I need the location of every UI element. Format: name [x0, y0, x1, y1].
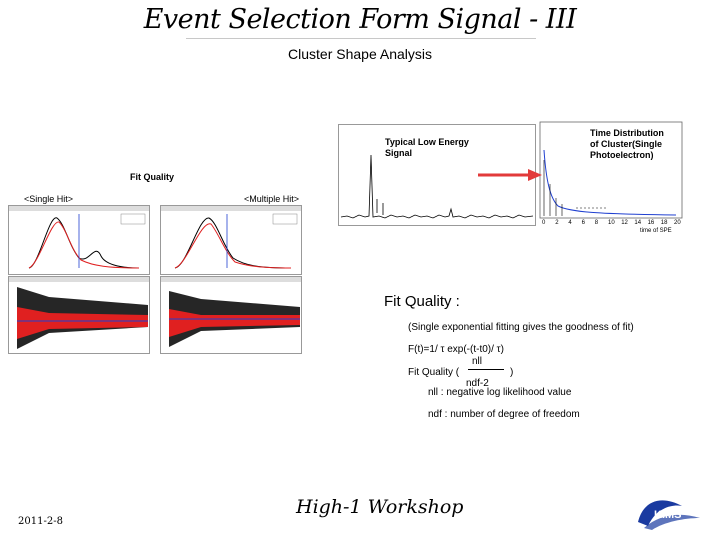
x-tick-label: 18: [660, 220, 668, 226]
fit-quality-description: (Single exponential fitting gives the go…: [408, 322, 634, 333]
waveform-annotation: Typical Low Energy Signal: [385, 137, 469, 158]
time-distribution-annotation: Time Distribution of Cluster(Single Phot…: [590, 128, 664, 160]
single-hit-scatter: [8, 276, 150, 354]
time-distribution-x-ticks: 0 2 4 6 8 10 12 14 16 18 20: [542, 220, 682, 229]
kims-logo-icon: KIMS: [638, 500, 700, 530]
nll-definition: nll : negative log likelihood value: [428, 387, 572, 398]
x-tick-label: 8: [594, 220, 599, 226]
kims-logo: KIMS: [634, 492, 704, 530]
x-tick-label: 4: [568, 220, 572, 226]
multiple-hit-scatter: [160, 276, 302, 354]
time-distribution-plot: Time Distribution of Cluster(Single Phot…: [536, 120, 686, 240]
fraction-numerator: nll: [472, 356, 483, 367]
single-hit-histogram: [8, 205, 150, 275]
title-divider: [186, 38, 536, 39]
x-tick-label: 16: [647, 220, 655, 226]
multiple-hit-histogram: [160, 205, 302, 275]
multiple-hit-label: <Multiple Hit>: [244, 194, 300, 204]
fraction-bar: [468, 369, 504, 370]
ndf-definition: ndf : number of degree of freedom: [428, 409, 580, 420]
x-tick-label: 2: [555, 220, 559, 226]
x-tick-label: 12: [621, 220, 628, 226]
x-tick-label: 6: [581, 220, 585, 226]
fit-quality-label: Fit Quality: [130, 172, 175, 182]
slide-subtitle: Cluster Shape Analysis: [288, 46, 432, 62]
waveform-trace: [340, 154, 534, 219]
x-tick-label: 10: [608, 220, 615, 226]
fit-quality-heading: Fit Quality :: [384, 293, 460, 310]
fit-function-formula: F(t)=1/ τ exp(-(t-t0)/ τ): [408, 344, 504, 355]
footer-date: 2011-2-8: [18, 516, 63, 527]
x-tick-label: 14: [634, 220, 642, 226]
fit-quality-formula-label: Fit Quality (: [408, 367, 460, 378]
logo-text: KIMS: [654, 509, 682, 521]
red-arrow-icon: [478, 169, 542, 181]
time-distribution-chart: [539, 121, 683, 219]
x-tick-label: 20: [674, 220, 681, 226]
footer-title: High-1 Workshop: [296, 496, 464, 518]
formula-close-paren: ): [510, 367, 514, 378]
single-hit-label: <Single Hit>: [24, 194, 74, 204]
slide-title: Event Selection Form Signal - III: [143, 4, 577, 35]
time-distribution-x-label: time of SPE: [640, 228, 672, 234]
x-tick-label: 0: [542, 220, 546, 226]
fraction-denominator: ndf-2: [466, 378, 489, 389]
